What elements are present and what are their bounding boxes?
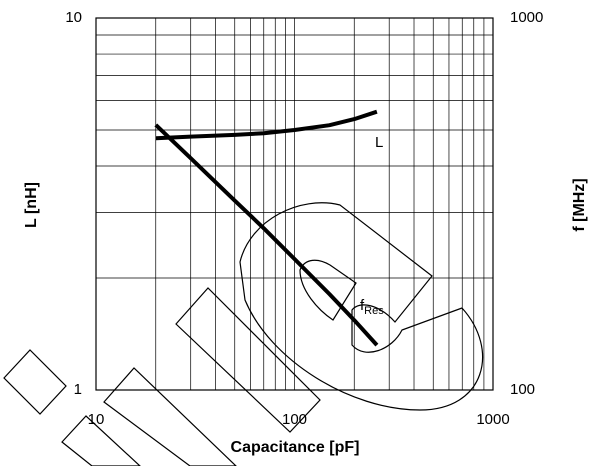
- grid: [96, 18, 493, 390]
- y2-axis-title: f [MHz]: [571, 178, 588, 231]
- x-axis-title: Capacitance [pF]: [231, 439, 360, 456]
- y-tick-label: 1: [74, 381, 82, 398]
- y-tick-label: 10: [65, 9, 82, 26]
- x-tick-label: 10: [88, 411, 105, 428]
- x-tick-label: 100: [282, 411, 307, 428]
- y-axis-title: L [nH]: [23, 182, 40, 228]
- y2-tick-label: 100: [510, 381, 535, 398]
- y2-tick-label: 1000: [510, 9, 543, 26]
- x-tick-label: 1000: [476, 411, 509, 428]
- chart: L fRes L [nH] f [MHz] Capacitance [pF] 1…: [0, 0, 605, 466]
- series-label: L: [375, 134, 383, 151]
